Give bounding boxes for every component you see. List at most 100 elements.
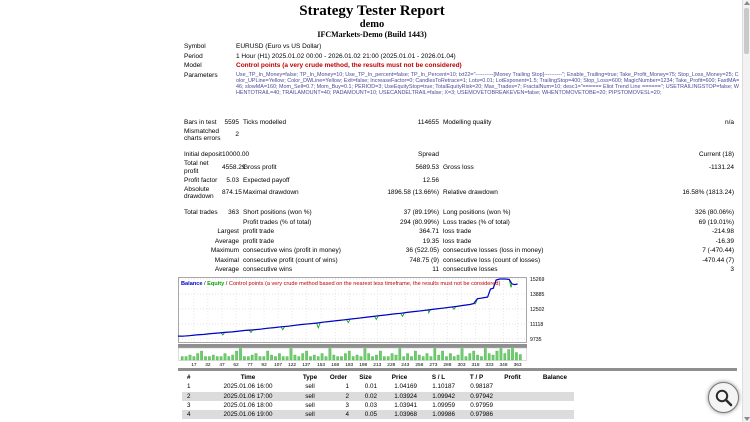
table-header-row: # Time Type Order Size Price S / L T / P Profit B… bbox=[182, 373, 574, 382]
stat-cell: Largest bbox=[217, 228, 239, 235]
zoom-button[interactable] bbox=[708, 382, 739, 413]
table-cell: sell bbox=[305, 402, 315, 410]
scroll-thumb[interactable] bbox=[744, 8, 749, 54]
stat-cell: Ticks modelled bbox=[243, 118, 287, 126]
report-header: Strategy Tester Report demo IFCMarkets-D… bbox=[0, 3, 744, 39]
stat-cell: Profit trades (% of total) bbox=[243, 218, 312, 226]
stat-cell: Loss trades (% of total) bbox=[443, 218, 510, 226]
table-cell: sell bbox=[305, 383, 315, 391]
table-cell: sell bbox=[305, 392, 315, 400]
table-cell: 1.03924 bbox=[394, 392, 417, 400]
stat-cell: profit trade bbox=[243, 228, 275, 235]
svg-text:303: 303 bbox=[457, 362, 465, 368]
stat-cell: 10000.00 bbox=[222, 151, 250, 158]
stat-cell: 364.71 bbox=[419, 228, 439, 235]
svg-text:17: 17 bbox=[191, 362, 197, 368]
stat-cell: 5689.53 bbox=[415, 163, 440, 171]
stat-row: Mismatched charts errors 2 bbox=[184, 128, 737, 143]
svg-text:Balance / Equity / Control poi: Balance / Equity / Control points (a ver… bbox=[181, 281, 500, 287]
stat-cell: 294 (80.99%) bbox=[399, 218, 439, 226]
stat-cell: Absolute drawdown bbox=[184, 185, 214, 201]
stat-cell: Average bbox=[214, 266, 239, 273]
symbol-value: EURUSD (Euro vs US Dollar) bbox=[236, 43, 322, 50]
stat-cell: 36 (522.05) bbox=[405, 247, 439, 254]
table-cell: 2 bbox=[187, 392, 191, 400]
stat-cell: Maximal drawdown bbox=[243, 189, 299, 197]
stat-cell: Average bbox=[214, 237, 239, 245]
scrollbar[interactable] bbox=[742, 0, 750, 422]
svg-text:137: 137 bbox=[302, 362, 310, 368]
symbol-label: Symbol bbox=[184, 43, 206, 50]
scroll-up-arrow-icon[interactable] bbox=[743, 1, 750, 5]
stat-cell: 1896.58 (13.66%) bbox=[387, 189, 439, 197]
table-cell: 1.04169 bbox=[394, 383, 417, 391]
svg-text:153: 153 bbox=[317, 362, 325, 368]
table-cell: T / P bbox=[469, 374, 484, 382]
svg-text:77: 77 bbox=[247, 362, 253, 368]
table-cell: Order bbox=[329, 374, 348, 382]
table-cell: 2025.01.06 16:00 bbox=[223, 383, 273, 391]
svg-text:122: 122 bbox=[288, 362, 296, 368]
svg-text:183: 183 bbox=[345, 362, 353, 368]
stat-cell: 5.03 bbox=[226, 176, 239, 184]
stat-row: Profit trades (% of total) 294 (80.99%) Lo… bbox=[184, 218, 737, 227]
stat-cell: 114655 bbox=[417, 118, 439, 126]
table-cell: Profit bbox=[504, 374, 521, 382]
stat-cell: Modelling quality bbox=[443, 118, 492, 126]
stat-cell: n/a bbox=[724, 118, 734, 126]
svg-text:318: 318 bbox=[471, 362, 479, 368]
table-cell: 3 bbox=[187, 402, 191, 410]
svg-text:62: 62 bbox=[233, 362, 239, 368]
stat-cell: loss trade bbox=[443, 228, 472, 235]
stat-cell: 874.15 bbox=[222, 189, 242, 197]
svg-text:9735: 9735 bbox=[530, 337, 542, 343]
magnifier-icon bbox=[715, 389, 732, 406]
table-cell: 0.97959 bbox=[470, 402, 493, 410]
table-row: 1 2025.01.06 16:00 sell 1 0.01 1.04169 1.10187… bbox=[182, 382, 574, 391]
stat-cell: 16.58% (1813.24) bbox=[682, 189, 734, 197]
table-cell: 0.98187 bbox=[470, 383, 493, 391]
stat-row: Total net profit 4558.29 Gross profit 5689.… bbox=[184, 160, 737, 175]
table-row: 3 2025.01.06 18:00 sell 3 0.03 1.03941 1.09959… bbox=[182, 401, 574, 410]
svg-text:92: 92 bbox=[261, 362, 267, 368]
svg-text:228: 228 bbox=[387, 362, 395, 368]
stat-cell: 19.35 bbox=[422, 237, 439, 245]
stat-cell: 5595 bbox=[224, 118, 239, 126]
balance-equity-chart: 15269 13885 12502 11118 9735 17 32 47 62 77 92 107 1… bbox=[177, 277, 562, 368]
scroll-down-arrow-icon[interactable] bbox=[743, 417, 750, 421]
table-cell: 2 bbox=[345, 392, 349, 400]
svg-text:11118: 11118 bbox=[530, 322, 543, 328]
stat-cell: Total net profit bbox=[184, 160, 209, 175]
stat-cell: 7 (-470.44) bbox=[702, 247, 734, 254]
table-row: 2 2025.01.06 17:00 sell 2 0.02 1.03924 1.09942… bbox=[182, 391, 574, 401]
parameters-value: Use_TP_In_Money=false; TP_In_Money=10; U… bbox=[236, 71, 740, 97]
expert-name: demo bbox=[359, 19, 385, 30]
period-value: 1 Hour (H1) 2025.01.02 00:00 - 2026.01.0… bbox=[236, 52, 456, 60]
stat-cell: Relative drawdown bbox=[443, 189, 498, 197]
stat-cell: 11 bbox=[432, 266, 439, 273]
stat-cell: Maximum bbox=[210, 247, 239, 254]
page-title: Strategy Tester Report bbox=[299, 3, 445, 19]
stat-row: Largest profit trade 364.71 loss trade -214.… bbox=[184, 228, 737, 237]
stat-cell: Bars in test bbox=[184, 118, 217, 126]
stat-cell: 326 (80.06%) bbox=[694, 209, 734, 216]
table-cell: 2025.01.06 17:00 bbox=[223, 392, 273, 400]
table-cell: 1 bbox=[187, 383, 191, 391]
table-cell: Type bbox=[302, 374, 318, 382]
stat-row: Profit factor 5.03 Expected payoff 12.56 bbox=[184, 176, 737, 185]
symbol-row: Symbol EURUSD (Euro vs US Dollar) bbox=[184, 43, 740, 50]
svg-text:243: 243 bbox=[401, 362, 409, 368]
stat-cell: consecutive wins (profit in money) bbox=[243, 247, 341, 254]
table-cell: 1.09959 bbox=[432, 402, 455, 410]
stat-cell: -470.44 (7) bbox=[702, 256, 734, 264]
stat-cell: Mismatched charts errors bbox=[184, 127, 221, 143]
svg-text:32: 32 bbox=[205, 362, 211, 368]
svg-text:288: 288 bbox=[443, 362, 451, 368]
stat-cell: Current (18) bbox=[698, 151, 734, 158]
table-cell: 1 bbox=[345, 383, 349, 391]
table-cell: # bbox=[187, 374, 191, 382]
table-cell: 1.03941 bbox=[394, 402, 417, 410]
svg-text:15269: 15269 bbox=[530, 277, 545, 283]
svg-text:273: 273 bbox=[429, 362, 437, 368]
stat-cell: Long positions (won %) bbox=[443, 209, 511, 216]
